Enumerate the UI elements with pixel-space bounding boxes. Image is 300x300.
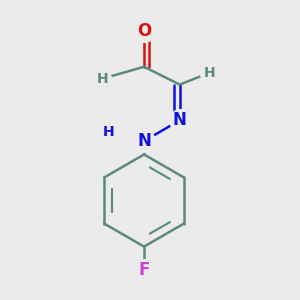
Text: H: H <box>103 125 114 139</box>
Text: F: F <box>138 261 150 279</box>
Text: O: O <box>137 22 151 40</box>
Text: H: H <box>204 66 215 80</box>
Text: N: N <box>173 111 187 129</box>
Text: N: N <box>137 132 151 150</box>
Text: H: H <box>97 72 108 86</box>
